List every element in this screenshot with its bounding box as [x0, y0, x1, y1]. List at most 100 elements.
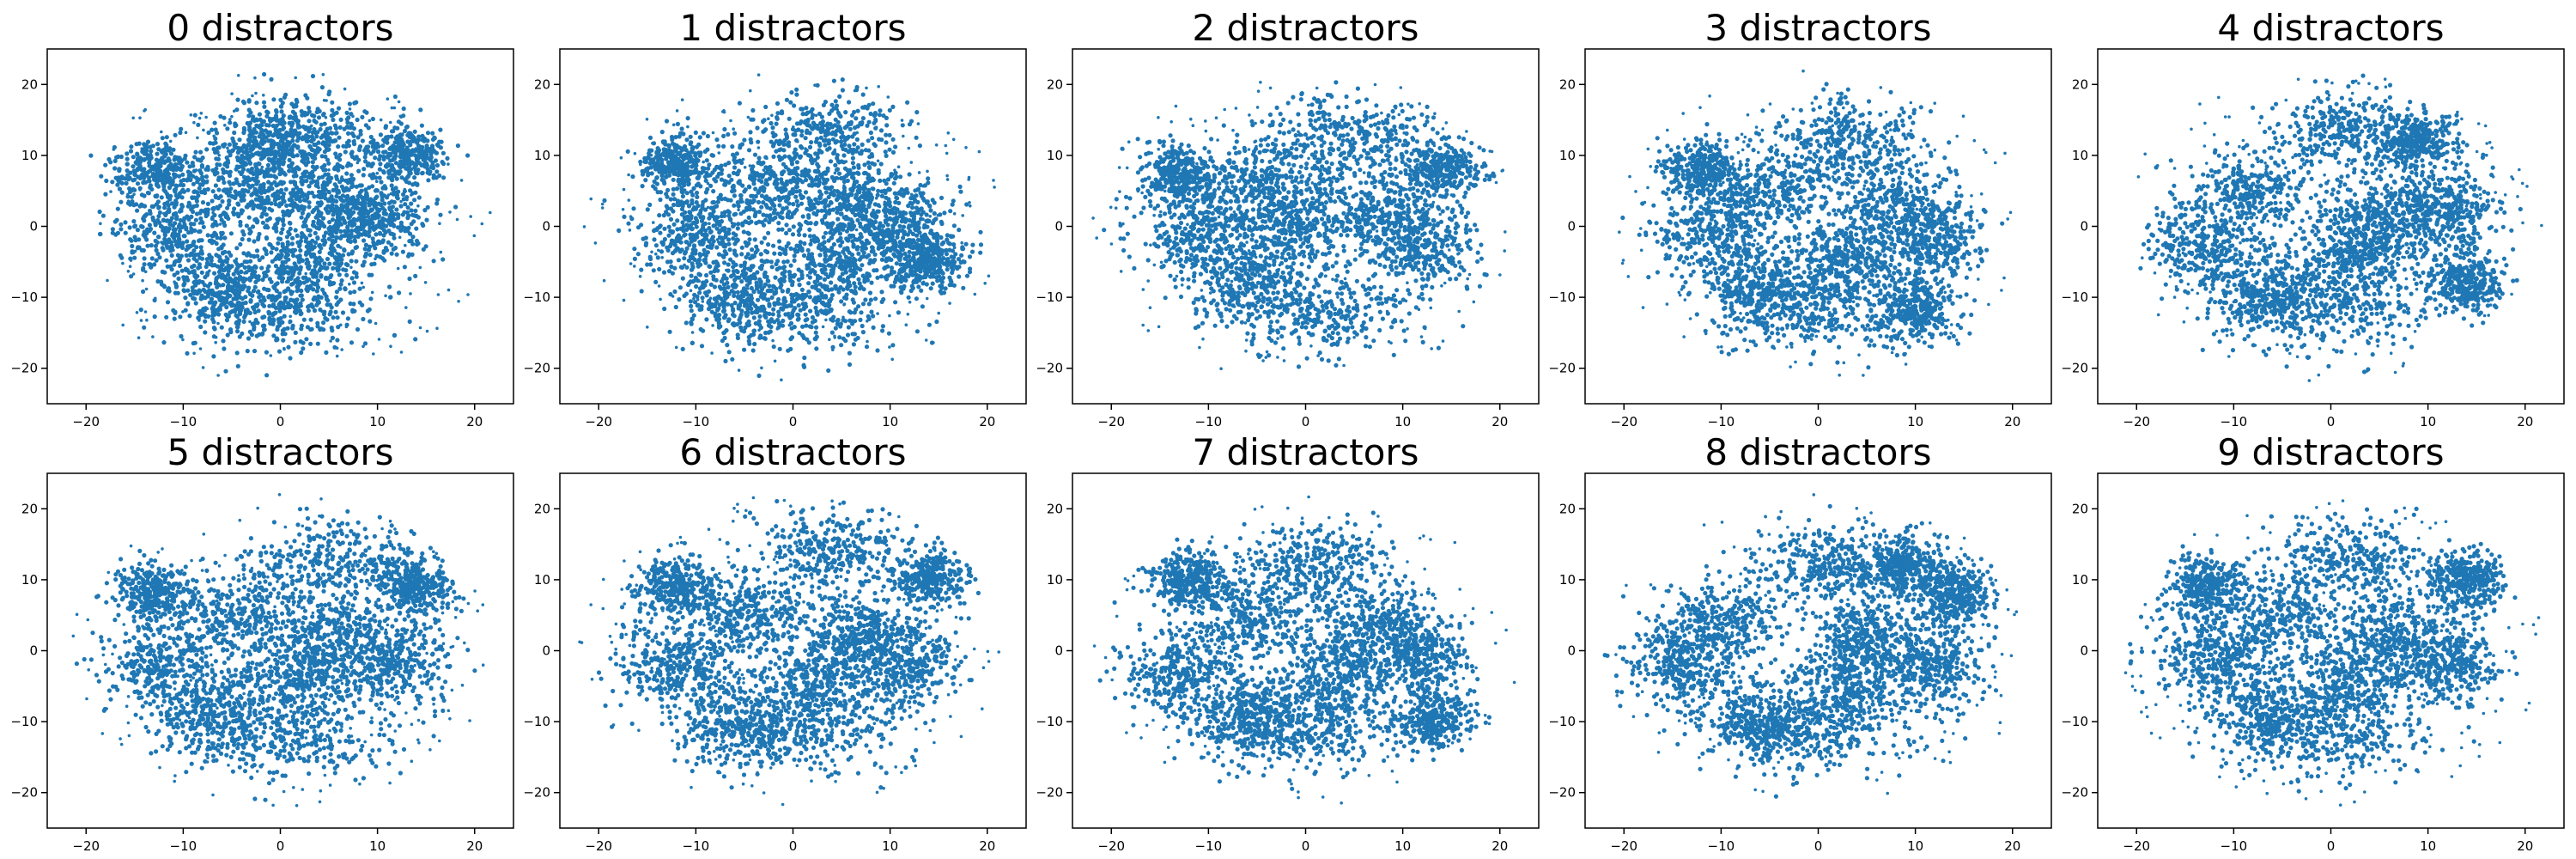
scatter-point: [672, 265, 677, 271]
scatter-point: [325, 256, 331, 262]
scatter-point: [185, 288, 191, 293]
scatter-point: [310, 280, 313, 283]
scatter-point: [269, 201, 274, 206]
scatter-point: [850, 155, 856, 161]
scatter-point: [683, 249, 689, 255]
scatter-point: [817, 141, 823, 146]
scatter-point: [407, 319, 412, 324]
scatter-point: [356, 231, 362, 236]
scatter-point: [172, 272, 177, 277]
scatter-point: [683, 210, 688, 215]
scatter-point: [731, 223, 736, 228]
scatter-point: [313, 149, 319, 155]
scatter-point: [359, 201, 364, 206]
scatter-point: [389, 199, 394, 204]
scatter-point: [349, 340, 355, 345]
scatter-point: [780, 170, 785, 175]
scatter-point: [374, 321, 378, 326]
scatter-point: [266, 295, 271, 300]
scatter-point: [405, 139, 410, 144]
scatter-point: [317, 255, 322, 260]
scatter-point: [131, 155, 136, 160]
scatter-point: [185, 350, 190, 356]
scatter-point: [378, 202, 383, 207]
scatter-point: [819, 173, 824, 178]
scatter-point: [697, 252, 702, 257]
scatter-point: [190, 204, 195, 210]
scatter-point: [375, 171, 380, 175]
scatter-point: [174, 283, 179, 289]
scatter-point: [735, 170, 740, 175]
scatter-point: [708, 229, 713, 235]
scatter-point: [135, 311, 139, 314]
scatter-point: [134, 202, 139, 207]
scatter-point: [665, 245, 670, 250]
scatter-point: [218, 235, 223, 241]
scatter-point: [375, 215, 380, 220]
scatter-point: [317, 268, 322, 273]
scatter-point: [401, 132, 404, 136]
scatter-point: [172, 316, 177, 321]
scatter-point: [246, 99, 252, 104]
scatter-point: [276, 349, 283, 354]
scatter-point: [755, 125, 760, 131]
scatter-point: [226, 160, 231, 165]
scatter-point: [330, 217, 336, 222]
scatter-point: [265, 162, 270, 168]
scatter-point: [331, 315, 336, 320]
scatter-point: [182, 234, 187, 239]
scatter-point: [252, 325, 257, 330]
scatter-point: [230, 92, 234, 95]
scatter-point: [157, 164, 162, 169]
scatter-point: [833, 162, 838, 168]
scatter-point: [391, 232, 396, 237]
scatter-point: [694, 224, 699, 229]
scatter-point: [829, 102, 835, 107]
scatter-point: [799, 133, 805, 138]
scatter-point: [198, 265, 203, 270]
scatter-point: [164, 258, 169, 263]
scatter-point: [240, 145, 246, 150]
scatter-point: [439, 139, 444, 144]
scatter-point: [676, 247, 681, 252]
scatter-point: [761, 200, 766, 205]
x-tick-label: 0: [276, 414, 285, 430]
scatter-point: [260, 220, 265, 225]
scatter-point: [366, 125, 371, 131]
scatter-point: [197, 157, 202, 162]
scatter-point: [175, 195, 180, 200]
scatter-point: [675, 200, 681, 205]
scatter-point: [200, 174, 205, 180]
scatter-point: [214, 335, 218, 339]
scatter-point: [264, 130, 270, 135]
scatter-point: [400, 212, 405, 217]
scatter-point: [179, 333, 184, 339]
scatter-point: [138, 188, 142, 192]
scatter-point: [199, 270, 204, 275]
scatter-point: [204, 115, 208, 119]
scatter-point: [363, 242, 368, 247]
scatter-point: [234, 142, 239, 146]
scatter-point: [307, 277, 312, 282]
scatter-point: [306, 304, 311, 309]
scatter-point: [744, 219, 749, 224]
scatter-point: [280, 328, 285, 333]
scatter-point: [291, 187, 296, 192]
scatter-point: [860, 213, 865, 218]
scatter-point: [221, 244, 225, 248]
scatter-point: [228, 186, 234, 192]
scatter-point: [337, 216, 343, 222]
scatter-point: [246, 237, 252, 242]
scatter-point: [665, 205, 671, 211]
scatter-point: [145, 243, 150, 248]
scatter-point: [349, 162, 354, 168]
scatter-point: [277, 291, 283, 296]
scatter-point: [335, 315, 340, 320]
scatter-point: [256, 236, 261, 242]
scatter-point: [272, 298, 278, 303]
scatter-point: [732, 188, 737, 193]
scatter-point: [223, 369, 228, 374]
scatter-point: [198, 216, 204, 221]
scatter-point: [295, 119, 301, 125]
